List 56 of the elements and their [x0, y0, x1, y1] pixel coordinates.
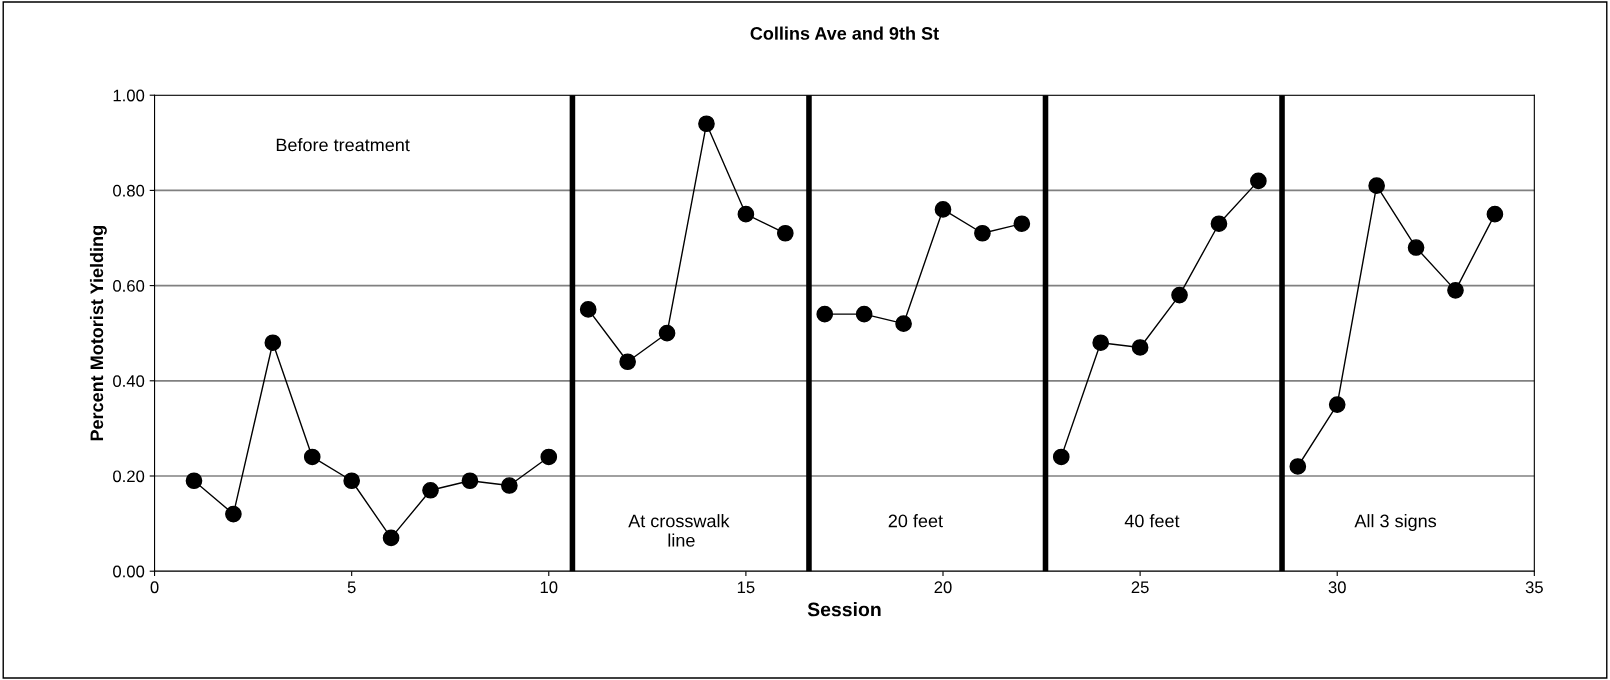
- x-tick-label: 10: [540, 581, 558, 594]
- annotation: 20 feet: [888, 514, 943, 528]
- point: [1171, 286, 1188, 304]
- point: [382, 529, 400, 547]
- annotation: Before treatment: [276, 138, 410, 152]
- point: [934, 201, 952, 218]
- y-tick-label: 0.20: [113, 470, 145, 483]
- x-tick-label: 0: [150, 581, 159, 594]
- point: [225, 505, 242, 523]
- x-tick-label: 25: [1131, 581, 1149, 594]
- point: [658, 324, 676, 342]
- y-tick-label: 0.80: [113, 184, 145, 197]
- point: [422, 481, 439, 499]
- point: [855, 305, 873, 323]
- point: [619, 353, 636, 371]
- point: [895, 315, 912, 333]
- point: [816, 305, 834, 323]
- annotation: At crosswalk line: [628, 514, 730, 547]
- point: [1328, 396, 1346, 413]
- point: [974, 224, 991, 242]
- annotation: All 3 signs: [1354, 514, 1437, 531]
- point: [461, 472, 479, 490]
- x-tick-label: 15: [737, 581, 755, 594]
- point: [1250, 172, 1267, 190]
- point: [1447, 282, 1464, 299]
- point: [1131, 339, 1149, 356]
- y-axis-title: Percent Motorist Yielding: [89, 226, 107, 441]
- point: [1210, 215, 1228, 233]
- point: [1092, 334, 1110, 352]
- point: [737, 205, 755, 223]
- y-tick-label: 0.60: [113, 280, 145, 292]
- x-tick-label: 35: [1525, 581, 1543, 594]
- point: [185, 472, 203, 490]
- point: [579, 301, 597, 318]
- point: [540, 448, 558, 466]
- point: [343, 472, 361, 490]
- point: [303, 448, 321, 466]
- point: [1407, 239, 1425, 256]
- point: [776, 224, 794, 242]
- x-tick-label: 20: [934, 581, 952, 594]
- y-tick-label: 0.00: [113, 565, 145, 578]
- annotation: 40 feet: [1124, 514, 1180, 528]
- y-tick-label: 0.40: [113, 375, 145, 387]
- point: [1289, 458, 1307, 475]
- x-tick-label: 30: [1328, 581, 1346, 594]
- x-axis-title: Session: [807, 602, 881, 617]
- point: [501, 477, 518, 494]
- point: [1368, 177, 1385, 194]
- point: [1486, 205, 1504, 223]
- point: [1052, 448, 1070, 466]
- x-tick-label: 5: [347, 581, 356, 594]
- point: [698, 115, 715, 133]
- point: [264, 334, 282, 352]
- chart-title: Collins Ave and 9th St: [750, 26, 939, 40]
- point: [1013, 215, 1031, 233]
- y-tick-label: 1.00: [113, 89, 145, 102]
